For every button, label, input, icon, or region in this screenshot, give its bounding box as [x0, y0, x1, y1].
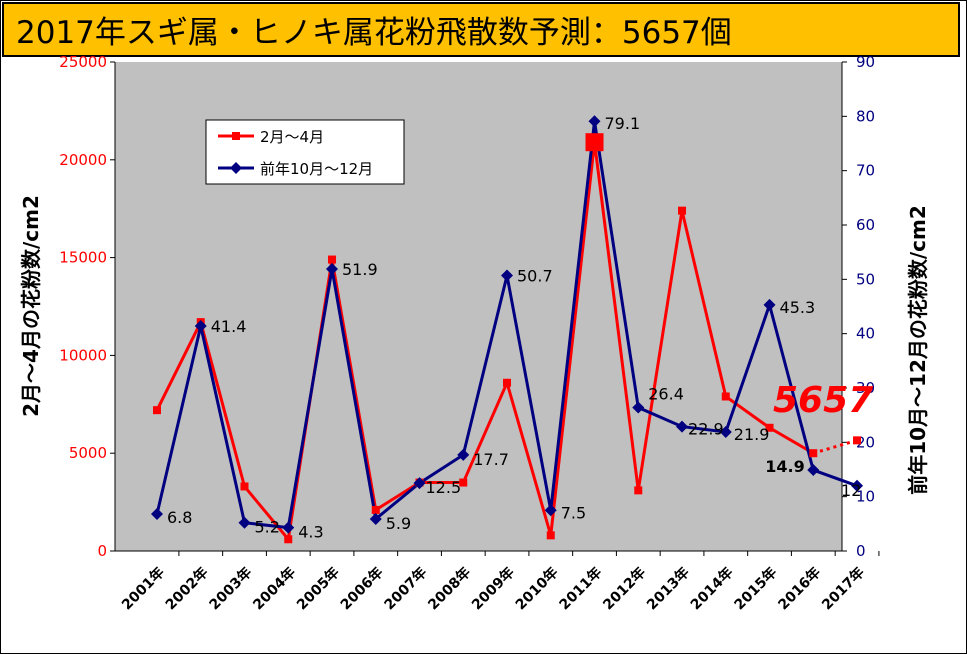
right-tick-label: 80: [856, 107, 875, 125]
spring-marker: [503, 378, 512, 387]
autumn-marker: [588, 115, 601, 128]
data-label: 14.9: [765, 457, 804, 476]
right-tick-label: 70: [856, 162, 875, 180]
data-label: 4.3: [298, 523, 323, 542]
spring-marker: [765, 423, 774, 432]
autumn-marker: [851, 479, 864, 492]
data-label: 22.9: [688, 420, 724, 439]
spring-marker: [809, 449, 818, 458]
spring-marker: [459, 478, 468, 487]
data-label: 6.8: [167, 508, 192, 527]
left-axis-title: 2月～4月の花粉数/cm2: [19, 195, 43, 417]
autumn-marker: [326, 263, 339, 276]
left-tick-label: 25000: [59, 53, 107, 71]
spring-marker: [328, 255, 337, 264]
autumn-marker: [807, 464, 820, 477]
spring-marker: [371, 505, 380, 514]
right-tick-label: 0: [856, 542, 866, 560]
spring-marker: [721, 392, 730, 401]
autumn-marker: [238, 516, 251, 529]
left-tick-label: 0: [97, 542, 107, 560]
x-tick-label: 2010年: [512, 564, 561, 613]
data-label: 5.9: [386, 514, 411, 533]
spring-marker: [153, 406, 161, 415]
x-tick-label: 2008年: [425, 564, 474, 613]
legend-label-spring: 2月～4月: [260, 128, 324, 146]
autumn-marker: [763, 298, 776, 311]
autumn-marker: [369, 512, 382, 525]
right-tick-label: 90: [856, 53, 875, 71]
x-tick-label: 2006年: [337, 564, 386, 613]
data-label: 17.7: [473, 450, 509, 469]
data-label: 50.7: [517, 267, 553, 286]
data-label: 45.3: [780, 298, 816, 317]
spring-marker: [634, 486, 643, 495]
data-label: 79.1: [605, 114, 641, 133]
spring-marker: [284, 535, 293, 544]
autumn-marker: [194, 320, 207, 333]
left-tick-label: 5000: [69, 444, 107, 462]
data-label: 26.4: [648, 385, 684, 404]
left-tick-label: 15000: [59, 249, 107, 267]
x-tick-label: 2012年: [600, 564, 649, 613]
x-tick-label: 2015年: [731, 564, 780, 613]
autumn-marker: [457, 448, 470, 461]
autumn-marker: [413, 477, 426, 490]
autumn-marker: [501, 269, 514, 282]
legend-box: [205, 119, 405, 185]
highlight-marker: [585, 133, 604, 152]
x-tick-label: 2016年: [775, 564, 824, 613]
x-tick-label: 2005年: [293, 564, 342, 613]
x-tick-label: 2004年: [250, 564, 299, 613]
data-label: 21.9: [734, 425, 770, 444]
data-label: 41.4: [211, 317, 247, 336]
spring-marker: [240, 482, 249, 491]
right-tick-label: 10: [856, 488, 875, 506]
x-tick-label: 2017年: [818, 564, 867, 613]
x-tick-label: 2013年: [643, 564, 692, 613]
series-line-spring: [155, 142, 815, 543]
right-tick-label: 50: [856, 270, 875, 288]
autumn-marker: [676, 420, 689, 433]
x-tick-label: 2002年: [162, 564, 211, 613]
data-label: 12: [841, 481, 861, 500]
left-tick-label: 10000: [59, 346, 107, 364]
x-tick-label: 2009年: [468, 564, 517, 613]
forecast-marker: [853, 436, 862, 445]
right-tick-label: 30: [856, 379, 875, 397]
spring-marker: [678, 206, 687, 215]
forecast-line: [812, 438, 858, 455]
data-label: 51.9: [342, 260, 378, 279]
autumn-marker: [282, 521, 295, 534]
x-tick-label: 2003年: [206, 564, 255, 613]
x-tick-label: 2011年: [556, 564, 605, 613]
x-tick-label: 2007年: [381, 564, 430, 613]
legend-label-autumn: 前年10月～12月: [260, 160, 373, 178]
forecast-label: 5657: [773, 380, 873, 421]
autumn-marker: [544, 504, 557, 517]
chart-title: 2017年スギ属・ヒノキ属花粉飛散数予測：5657個: [16, 15, 732, 51]
autumn-marker: [151, 508, 163, 521]
x-tick-label: 2001年: [118, 564, 167, 613]
data-label: 12.5: [426, 478, 462, 497]
legend-marker-autumn: [230, 162, 242, 174]
right-tick-label: 60: [856, 216, 875, 234]
right-axis-title: 前年10月～12月の花粉数/cm2: [906, 205, 930, 495]
title-bar: 2017年スギ属・ヒノキ属花粉飛散数予測：5657個: [2, 2, 960, 57]
left-tick-label: 20000: [59, 151, 107, 169]
spring-marker: [546, 531, 555, 540]
data-label: 7.5: [561, 503, 586, 522]
data-label: 5.2: [255, 518, 280, 537]
legend-marker-spring: [232, 132, 240, 140]
autumn-marker: [719, 426, 732, 439]
x-tick-label: 2014年: [687, 564, 736, 613]
right-tick-label: 40: [856, 325, 875, 343]
autumn-marker: [632, 401, 645, 414]
